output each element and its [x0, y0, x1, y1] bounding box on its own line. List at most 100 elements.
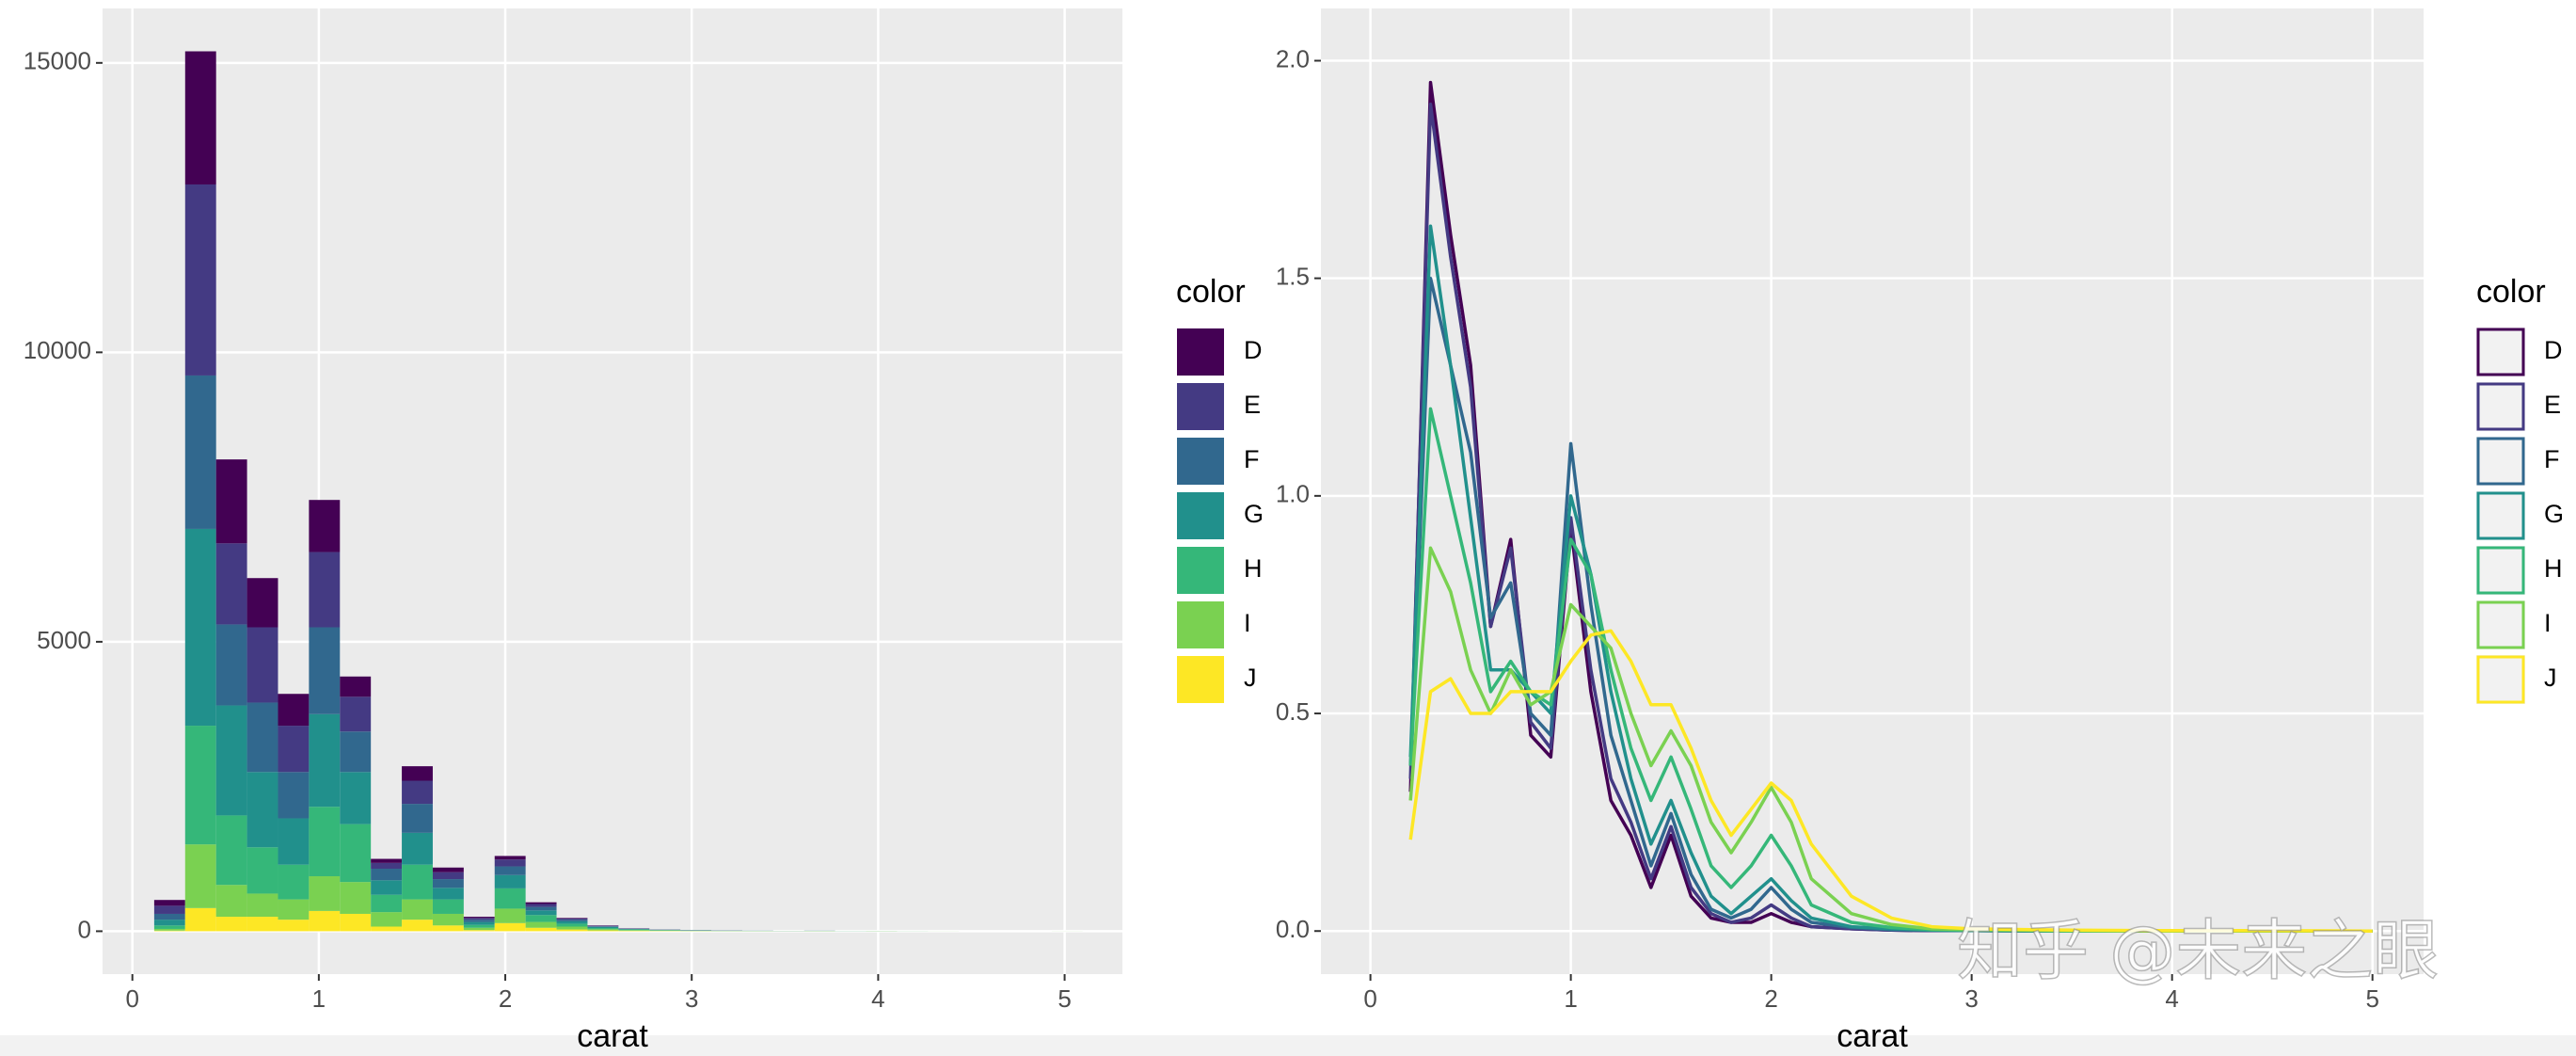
- x-tick-label: 2: [499, 984, 512, 1013]
- x-axis-title: carat: [577, 1018, 648, 1054]
- legend-key: [2476, 437, 2525, 486]
- density-line: [1408, 629, 2373, 933]
- legend-key: [2476, 328, 2525, 376]
- bar-segment: [371, 894, 403, 913]
- bar-segment: [278, 772, 310, 819]
- bar-segment: [309, 552, 341, 628]
- y-tick-label: 15000: [24, 47, 91, 75]
- bar-segment: [153, 905, 185, 914]
- legend-key: [1175, 654, 1226, 705]
- bar-segment: [432, 888, 464, 900]
- bar-segment: [278, 694, 310, 727]
- bar-segment: [432, 867, 464, 872]
- legend-label: E: [1244, 391, 1261, 419]
- bar-segment: [153, 928, 185, 931]
- bar-segment: [525, 927, 557, 932]
- legend-key-bg: [2476, 546, 2525, 595]
- bar-segment: [309, 627, 341, 714]
- bar-segment: [184, 375, 216, 529]
- bar-segment: [153, 900, 185, 906]
- legend-key-bg: [2476, 382, 2525, 431]
- bar-segment: [371, 868, 403, 881]
- bar-segment: [556, 929, 588, 932]
- legend-key-bg: [2476, 491, 2525, 540]
- bar-segment: [371, 880, 403, 895]
- bar-segment: [278, 899, 310, 920]
- x-tick-label: 0: [1363, 984, 1376, 1013]
- bar-segment: [246, 772, 278, 848]
- bar-segment: [556, 918, 588, 919]
- bar-segment: [153, 913, 185, 920]
- bar-segment: [587, 929, 619, 931]
- density-line: [1408, 546, 2373, 933]
- x-axis-title: carat: [1837, 1018, 1908, 1054]
- bar-segment: [184, 726, 216, 845]
- bar-segment: [587, 926, 619, 929]
- bar-segment: [525, 904, 557, 907]
- legend-label: I: [1244, 609, 1251, 637]
- bar-segment: [309, 500, 341, 552]
- bar-segment: [278, 920, 310, 932]
- bar-segment: [463, 920, 495, 922]
- bar-segment: [494, 866, 526, 875]
- legend-label: G: [1244, 500, 1264, 528]
- bar-segment: [494, 874, 526, 888]
- bar-segment: [618, 929, 650, 931]
- bar-segment: [402, 920, 433, 932]
- bar-segment: [184, 528, 216, 727]
- bar-segment: [432, 872, 464, 880]
- bar-segment: [525, 906, 557, 911]
- bar-segment: [278, 726, 310, 773]
- legend-label: F: [2544, 445, 2560, 473]
- bar-segment: [463, 924, 495, 928]
- bar-segment: [246, 893, 278, 918]
- y-tick-label: 0.0: [1276, 915, 1310, 943]
- bar-segment: [587, 926, 619, 927]
- watermark: 知乎 @未来之眼: [1957, 912, 2439, 989]
- legend-label: I: [2544, 609, 2552, 637]
- bar-segment: [556, 926, 588, 930]
- bar-segment: [340, 731, 372, 773]
- legend-key: [2476, 655, 2525, 704]
- legend-label: H: [2544, 554, 2563, 583]
- bar-segment: [340, 913, 372, 932]
- legend-key: [2476, 600, 2525, 649]
- bar-segment: [340, 676, 372, 697]
- bar-segment: [309, 713, 341, 808]
- bar-segment: [463, 930, 495, 932]
- x-tick-label: 3: [1964, 984, 1978, 1013]
- bar-segment: [556, 918, 588, 920]
- bar-segment: [371, 926, 403, 932]
- bar-segment: [494, 908, 526, 923]
- bar-segment: [402, 780, 433, 805]
- x-tick-label: 5: [1057, 984, 1071, 1013]
- legend-label: E: [2544, 391, 2561, 419]
- bar-segment: [494, 922, 526, 932]
- legend-key: [1175, 490, 1226, 541]
- bar-segment: [371, 858, 403, 863]
- bar-segment: [246, 847, 278, 894]
- y-tick-label: 0.5: [1276, 697, 1310, 726]
- legend-key-bg: [2476, 655, 2525, 704]
- bar-segment: [463, 927, 495, 931]
- bar-segment: [184, 51, 216, 184]
- plot-panel: [1321, 8, 2424, 974]
- bar-segment: [153, 925, 185, 929]
- bar-segment: [402, 766, 433, 781]
- x-tick-label: 0: [125, 984, 138, 1013]
- bar-segment: [340, 882, 372, 914]
- bar-segment: [587, 930, 619, 932]
- legend-title: color: [2476, 274, 2546, 310]
- bar-segment: [215, 885, 247, 918]
- y-tick-label: 1.5: [1276, 263, 1310, 291]
- bar-segment: [309, 910, 341, 932]
- bar-segment: [494, 859, 526, 867]
- bar-segment: [184, 184, 216, 376]
- bar-segment: [309, 875, 341, 911]
- bar-segment: [340, 772, 372, 824]
- bar-segment: [556, 920, 588, 921]
- legend-key: [1175, 381, 1226, 432]
- legend-label: D: [1244, 336, 1263, 364]
- bar-segment: [215, 459, 247, 544]
